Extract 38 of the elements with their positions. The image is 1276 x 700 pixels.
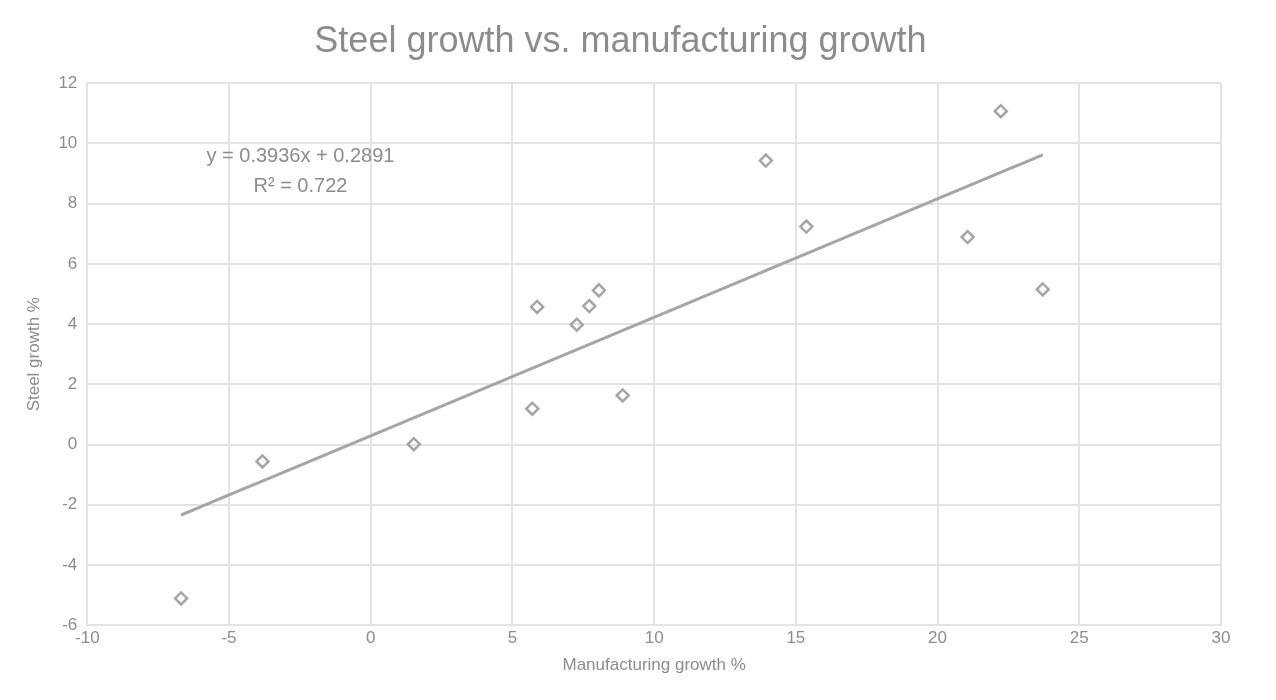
point [582,298,597,314]
y-axis-title: Steel growth % [23,297,43,412]
point [591,283,607,298]
x-tick-label: 30 [1211,628,1231,648]
y-tick-label: 4 [67,313,78,333]
point [960,229,975,245]
y-tick-label: -6 [62,614,78,634]
y-tick-label: 8 [67,193,78,213]
annotation: y = 0.3936x + 0.2891 [206,143,395,166]
x-tick-label: 25 [1069,628,1089,648]
chart-title: Steel growth vs. manufacturing growth [314,18,927,60]
point [529,299,545,315]
y-tick-label: 10 [58,133,78,153]
x-tick-label: 10 [644,628,664,648]
y-tick-label: 12 [58,72,78,92]
y-tick-label: -4 [62,554,78,574]
point [255,454,270,469]
point [569,317,585,332]
x-tick-label: -5 [221,628,237,648]
point [615,388,630,403]
point [993,103,1009,119]
x-tick-label: 15 [786,628,806,648]
point [758,153,774,168]
y-tick-label: 0 [67,434,78,454]
x-axis-title: Manufacturing growth % [562,655,746,675]
annotation: R² = 0.722 [253,173,348,196]
x-tick-label: 0 [366,628,376,648]
point [799,219,814,234]
y-tick-label: 2 [67,374,78,393]
x-tick-label: 5 [507,628,518,648]
x-tick-label: 20 [928,628,948,648]
x-tick-label: -10 [75,628,100,648]
point [173,591,189,606]
point [1035,282,1050,297]
point [525,401,540,416]
y-tick-label: 6 [67,253,78,273]
y-tick-label: -2 [62,494,78,514]
point [406,436,422,452]
